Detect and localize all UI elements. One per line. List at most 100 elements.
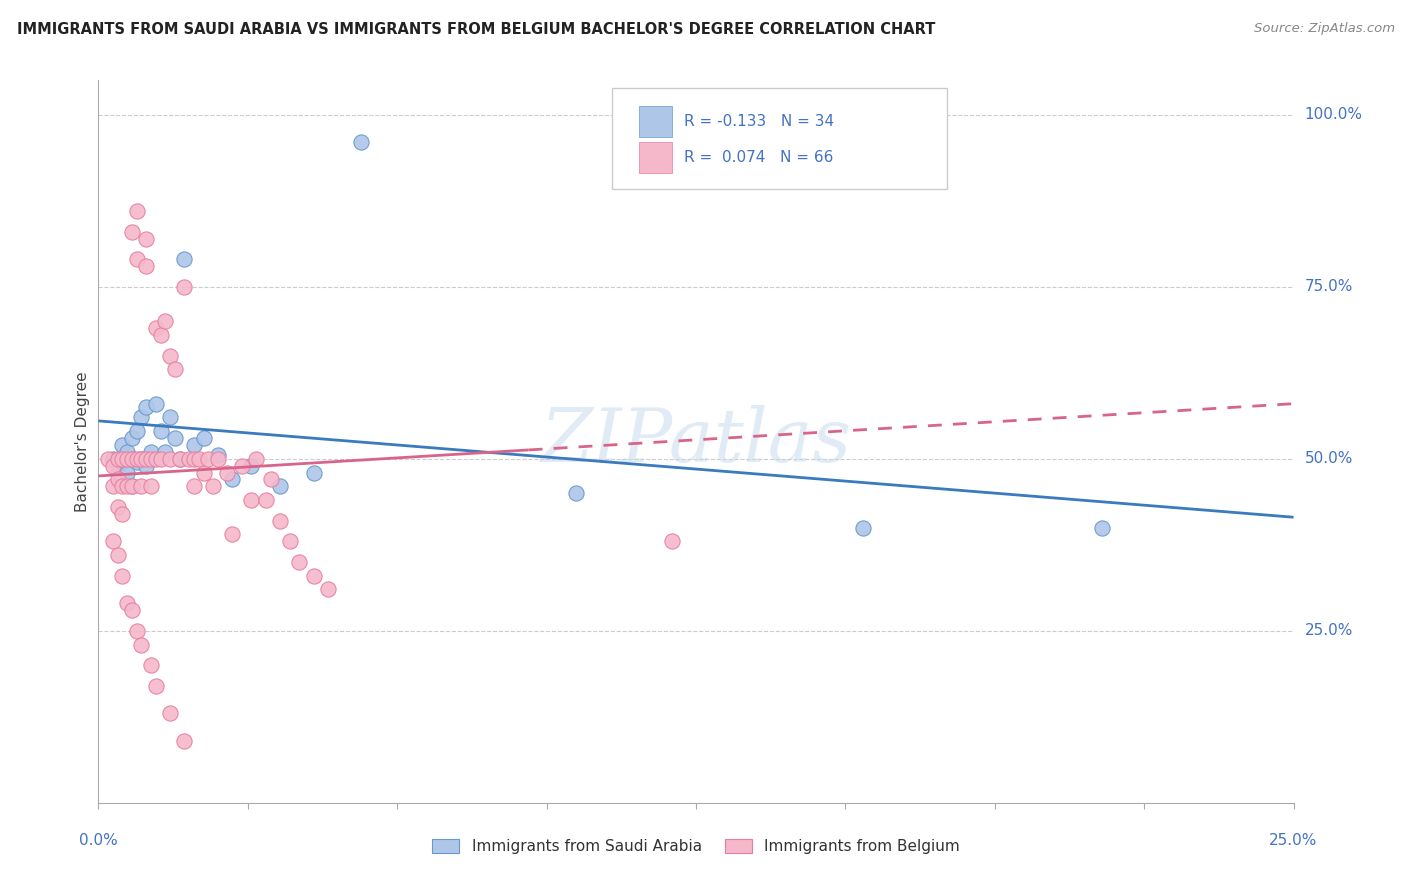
Point bbox=[125, 624, 148, 638]
Point bbox=[169, 451, 191, 466]
Point bbox=[101, 451, 124, 466]
Point bbox=[207, 448, 229, 462]
Point bbox=[121, 431, 143, 445]
Point bbox=[135, 231, 157, 245]
Point bbox=[115, 596, 138, 610]
Point bbox=[131, 410, 153, 425]
Point bbox=[159, 706, 181, 721]
Point bbox=[207, 451, 229, 466]
Point bbox=[125, 252, 148, 267]
Point bbox=[350, 135, 373, 149]
Text: Source: ZipAtlas.com: Source: ZipAtlas.com bbox=[1254, 22, 1395, 36]
Point bbox=[125, 451, 148, 466]
Text: IMMIGRANTS FROM SAUDI ARABIA VS IMMIGRANTS FROM BELGIUM BACHELOR'S DEGREE CORREL: IMMIGRANTS FROM SAUDI ARABIA VS IMMIGRAN… bbox=[17, 22, 935, 37]
Point bbox=[163, 362, 186, 376]
Point bbox=[163, 431, 186, 445]
Point bbox=[101, 534, 124, 549]
Text: R =  0.074   N = 66: R = 0.074 N = 66 bbox=[685, 150, 834, 165]
Point bbox=[135, 400, 157, 414]
Point bbox=[139, 658, 162, 673]
FancyBboxPatch shape bbox=[613, 87, 948, 189]
Point bbox=[661, 534, 683, 549]
Point bbox=[125, 424, 148, 438]
Point bbox=[202, 479, 225, 493]
Point bbox=[183, 451, 205, 466]
Point bbox=[111, 507, 134, 521]
Point bbox=[254, 493, 277, 508]
Point bbox=[97, 451, 120, 466]
Point bbox=[278, 534, 301, 549]
Point bbox=[139, 451, 162, 466]
Point bbox=[115, 445, 138, 459]
Point bbox=[1091, 520, 1114, 534]
Point bbox=[288, 555, 311, 569]
Point bbox=[159, 410, 181, 425]
Point bbox=[131, 451, 153, 466]
Point bbox=[155, 445, 177, 459]
Y-axis label: Bachelor's Degree: Bachelor's Degree bbox=[75, 371, 90, 512]
Point bbox=[149, 424, 172, 438]
Text: 25.0%: 25.0% bbox=[1270, 833, 1317, 848]
Point bbox=[221, 472, 243, 486]
Point bbox=[139, 445, 162, 459]
Text: 25.0%: 25.0% bbox=[1305, 624, 1353, 639]
Point bbox=[107, 451, 129, 466]
Point bbox=[193, 466, 215, 480]
Text: 50.0%: 50.0% bbox=[1305, 451, 1353, 467]
Point bbox=[179, 451, 201, 466]
Point bbox=[187, 451, 209, 466]
Point bbox=[197, 451, 219, 466]
Point bbox=[115, 451, 138, 466]
Point bbox=[111, 451, 134, 466]
Point bbox=[221, 527, 243, 541]
Point bbox=[173, 279, 195, 293]
Text: 100.0%: 100.0% bbox=[1305, 107, 1362, 122]
Point bbox=[173, 252, 195, 267]
Point bbox=[173, 734, 195, 748]
Point bbox=[183, 479, 205, 493]
Point bbox=[121, 479, 143, 493]
Point bbox=[121, 479, 143, 493]
Point bbox=[852, 520, 875, 534]
Point bbox=[302, 466, 325, 480]
Point bbox=[107, 548, 129, 562]
Point bbox=[217, 466, 239, 480]
Point bbox=[302, 568, 325, 582]
Point bbox=[193, 431, 215, 445]
Point bbox=[111, 438, 134, 452]
Point bbox=[107, 458, 129, 473]
Point bbox=[101, 479, 124, 493]
Point bbox=[131, 451, 153, 466]
Point bbox=[169, 451, 191, 466]
Text: 75.0%: 75.0% bbox=[1305, 279, 1353, 294]
Point bbox=[149, 451, 172, 466]
Point bbox=[183, 438, 205, 452]
Point bbox=[269, 514, 291, 528]
Text: ZIPatlas: ZIPatlas bbox=[540, 405, 852, 478]
Point bbox=[125, 204, 148, 219]
Point bbox=[259, 472, 281, 486]
Point bbox=[115, 479, 138, 493]
Point bbox=[316, 582, 339, 597]
Point bbox=[135, 259, 157, 273]
Text: 0.0%: 0.0% bbox=[79, 833, 118, 848]
Point bbox=[159, 349, 181, 363]
Point bbox=[139, 479, 162, 493]
Point bbox=[145, 451, 167, 466]
Point bbox=[135, 458, 157, 473]
Point bbox=[231, 458, 253, 473]
Point bbox=[240, 493, 263, 508]
Point bbox=[111, 455, 134, 469]
Point bbox=[107, 472, 129, 486]
Point bbox=[145, 679, 167, 693]
Point bbox=[131, 479, 153, 493]
Point bbox=[155, 314, 177, 328]
Point bbox=[111, 568, 134, 582]
Point bbox=[115, 466, 138, 480]
Point bbox=[121, 225, 143, 239]
FancyBboxPatch shape bbox=[638, 106, 672, 136]
Text: R = -0.133   N = 34: R = -0.133 N = 34 bbox=[685, 114, 834, 129]
Point bbox=[145, 321, 167, 335]
Point bbox=[107, 500, 129, 514]
Point bbox=[269, 479, 291, 493]
